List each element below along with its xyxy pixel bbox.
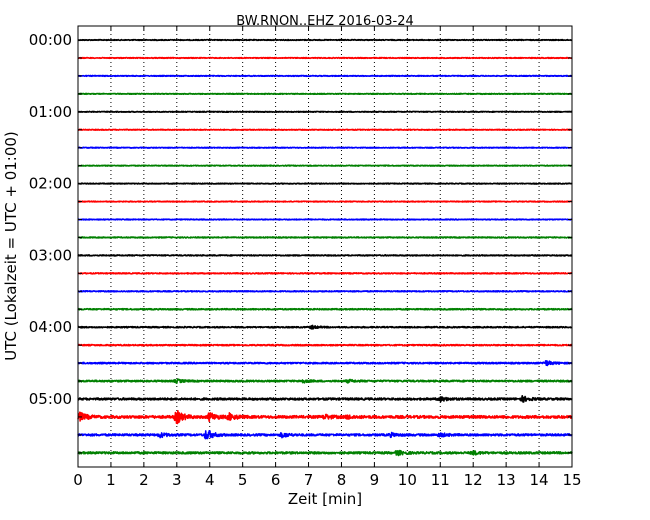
x-tick-label: 0 bbox=[73, 471, 83, 489]
seismic-trace bbox=[77, 290, 573, 293]
seismic-trace bbox=[77, 378, 573, 385]
seismic-trace bbox=[77, 449, 573, 457]
chart-title: BW.RNON..EHZ 2016-03-24 bbox=[236, 14, 414, 29]
seismic-trace bbox=[77, 92, 573, 96]
seismic-trace bbox=[77, 254, 573, 257]
seismic-trace bbox=[77, 56, 573, 60]
y-axis-label: UTC (Lokalzeit = UTC + 01:00) bbox=[2, 131, 20, 361]
seismic-trace bbox=[77, 182, 573, 185]
x-tick-label: 1 bbox=[106, 471, 116, 489]
x-tick-label: 8 bbox=[337, 471, 347, 489]
y-tick-label: 04:00 bbox=[29, 318, 72, 336]
traces bbox=[77, 38, 573, 457]
seismic-trace bbox=[77, 430, 573, 440]
x-tick-label: 4 bbox=[205, 471, 215, 489]
seismic-trace bbox=[77, 146, 573, 149]
seismic-trace bbox=[77, 410, 573, 425]
seismic-trace bbox=[77, 359, 573, 367]
y-tick-label: 00:00 bbox=[29, 31, 72, 49]
seismic-trace bbox=[77, 110, 573, 113]
seismic-trace bbox=[77, 272, 573, 275]
x-tick-label: 13 bbox=[497, 471, 516, 489]
seismic-trace bbox=[77, 218, 573, 221]
plot-frame bbox=[77, 25, 573, 468]
x-tick-label: 15 bbox=[562, 471, 581, 489]
seismic-trace bbox=[77, 236, 573, 239]
x-tick-label: 2 bbox=[139, 471, 149, 489]
seismic-trace bbox=[77, 307, 573, 311]
y-tick-label: 02:00 bbox=[29, 175, 72, 193]
seismic-trace bbox=[77, 128, 573, 131]
y-tick-label: 03:00 bbox=[29, 246, 72, 264]
seismic-trace bbox=[77, 200, 573, 203]
x-tick-label: 7 bbox=[304, 471, 314, 489]
y-axis: 00:00 01:00 02:00 03:00 04:00 05:00 bbox=[29, 31, 572, 454]
seismic-trace bbox=[77, 343, 573, 347]
x-tick-label: 11 bbox=[431, 471, 450, 489]
seismic-trace bbox=[77, 395, 573, 403]
seismic-trace bbox=[77, 164, 573, 167]
x-tick-label: 9 bbox=[370, 471, 380, 489]
x-tick-label: 12 bbox=[464, 471, 483, 489]
y-tick-label: 05:00 bbox=[29, 390, 72, 408]
seismic-trace bbox=[77, 74, 573, 78]
x-axis-label: Zeit [min] bbox=[288, 490, 362, 508]
seismic-trace bbox=[77, 38, 573, 42]
y-tick-label: 01:00 bbox=[29, 103, 72, 121]
x-tick-label: 6 bbox=[271, 471, 281, 489]
x-tick-label: 5 bbox=[238, 471, 248, 489]
x-tick-label: 14 bbox=[530, 471, 549, 489]
seismic-trace bbox=[77, 324, 573, 330]
grid-lines bbox=[110, 26, 540, 467]
x-tick-label: 3 bbox=[172, 471, 182, 489]
x-axis: 0 1 2 3 4 5 6 7 8 9 10 11 12 13 14 15 bbox=[73, 26, 582, 489]
x-tick-label: 10 bbox=[398, 471, 417, 489]
